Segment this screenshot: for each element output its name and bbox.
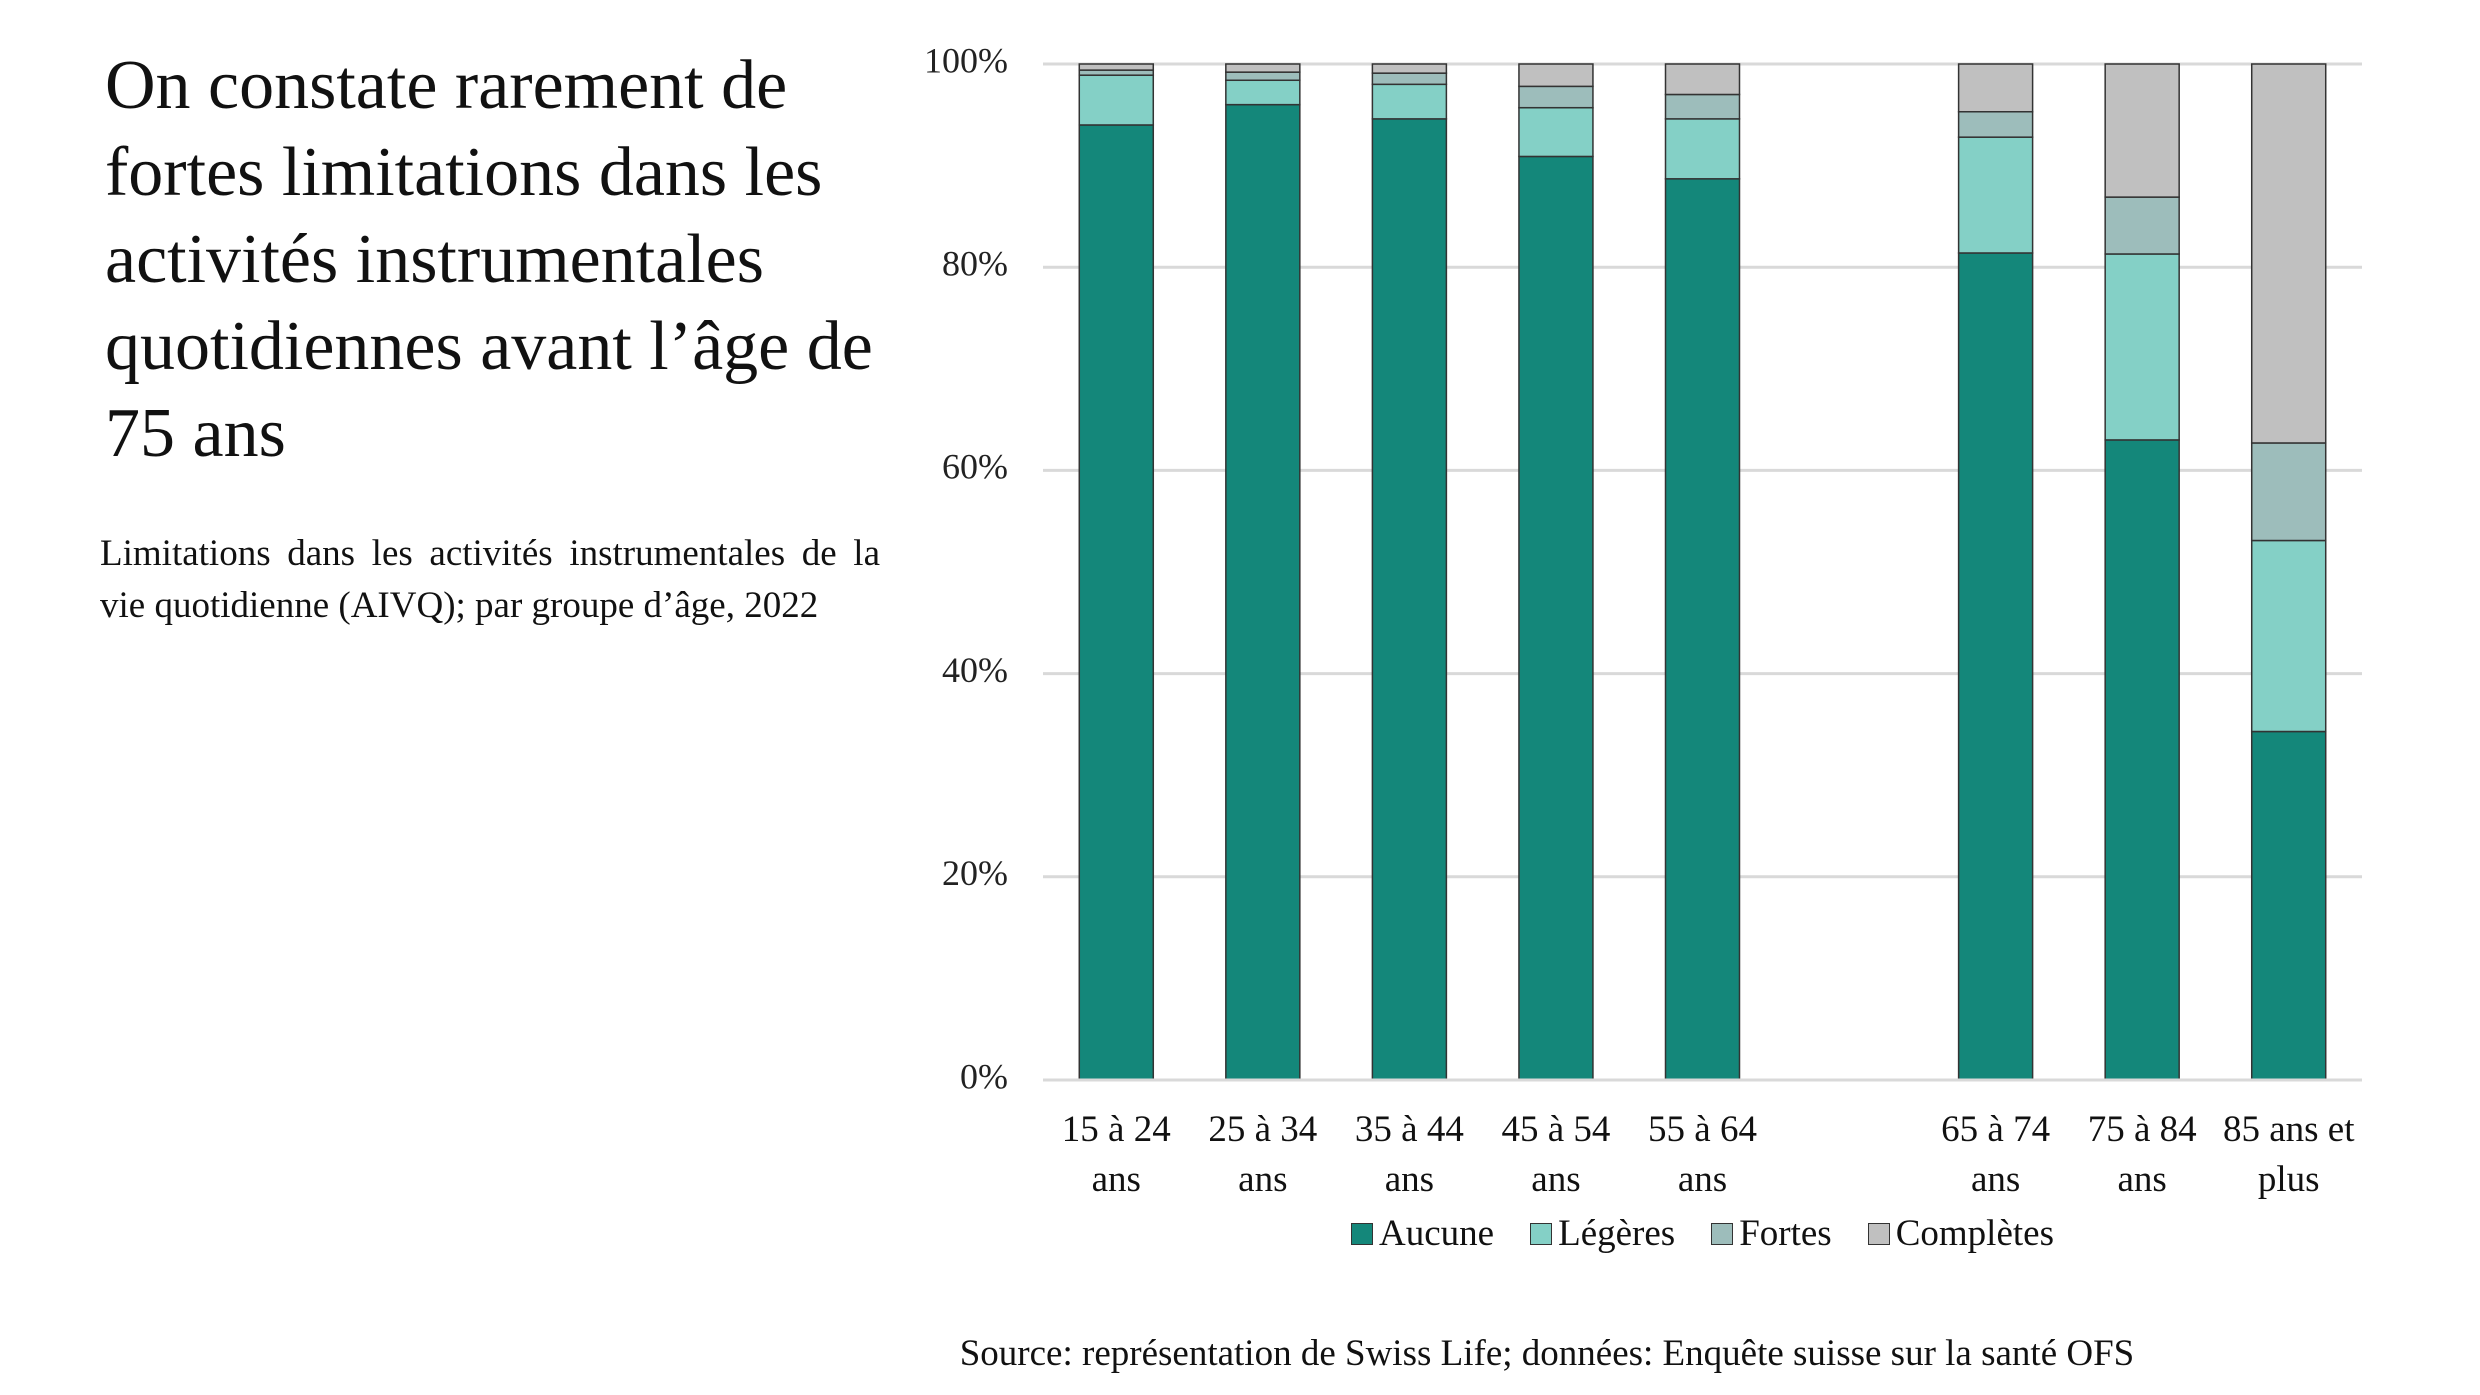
bar-segment [1225, 79, 1301, 106]
x-tick-label: 15 à 24 ans [1061, 1109, 1171, 1200]
bar-segment [2250, 539, 2327, 733]
legend-swatch [1530, 1222, 1553, 1245]
y-tick-label: 0% [960, 1056, 1008, 1096]
bar-segment [1078, 74, 1155, 126]
bar-segment [1225, 103, 1301, 1081]
bar-segment [1078, 124, 1155, 1081]
legend-item: Complètes [1867, 1212, 2054, 1255]
bar-segment [2250, 442, 2327, 542]
legend-label: Légères [1558, 1213, 1676, 1254]
bar-segment [1518, 63, 1594, 88]
bar-segment [1664, 93, 1741, 120]
x-tick-label: 55 à 64 ans [1648, 1109, 1757, 1200]
bar-segment [1371, 118, 1448, 1081]
bar-segment [2250, 730, 2327, 1081]
legend-label: Complètes [1895, 1213, 2054, 1254]
bar-segment [2104, 253, 2180, 441]
bar-segment [1371, 72, 1448, 86]
bar-segment [1664, 63, 1741, 96]
bar-segment [1518, 155, 1594, 1081]
legend-label: Aucune [1379, 1213, 1495, 1254]
bar-segment [2104, 63, 2180, 198]
bar-segment [1518, 106, 1594, 158]
bar-segment [1957, 252, 2034, 1081]
legend-item: Aucune [1351, 1212, 1494, 1255]
y-tick-label: 60% [942, 447, 1008, 487]
x-tick-label: 65 à 74 ans [1941, 1109, 2051, 1200]
bar-segment [1664, 118, 1741, 180]
legend-swatch [1711, 1222, 1734, 1245]
bar-segment [2104, 439, 2180, 1081]
bar-segment [1664, 178, 1741, 1081]
bar-segment [1225, 71, 1301, 82]
x-tick-label: 35 à 44 ans [1354, 1109, 1464, 1200]
y-tick-label: 80% [942, 243, 1008, 283]
x-tick-label: 45 à 54 ans [1501, 1109, 1611, 1200]
x-tick-label: 75 à 84 ans [2087, 1109, 2197, 1200]
bar-segment [1225, 63, 1301, 73]
y-tick-label: 40% [942, 650, 1008, 690]
y-tick-label: 20% [942, 853, 1008, 893]
bar-segment [1957, 63, 2034, 113]
x-tick-label: 85 ans et plus [2222, 1109, 2355, 1200]
bar-segment [1957, 111, 2034, 138]
legend-label: Fortes [1739, 1213, 1832, 1254]
legend-item: Fortes [1711, 1212, 1832, 1255]
legend-item: Légères [1530, 1212, 1675, 1255]
source-note: Source: représentation de Swiss Life; do… [959, 1333, 2135, 1374]
bar-segment [1078, 69, 1155, 76]
chart-subtitle: Limitations dans les activités instrumen… [100, 533, 880, 626]
bar-segment [1371, 83, 1448, 120]
legend-swatch [1351, 1222, 1374, 1245]
legend-swatch [1867, 1222, 1890, 1245]
bar-segment [1518, 85, 1594, 109]
bar-segment [1371, 63, 1448, 74]
bar-segment [2104, 196, 2180, 255]
x-tick-label: 25 à 34 ans [1208, 1109, 1318, 1200]
bar-segment [1078, 63, 1155, 71]
y-tick-label: 100% [924, 40, 1008, 80]
chart-title: On constate rarement de fortes limitatio… [105, 47, 873, 472]
bar-segment [1957, 136, 2034, 254]
bar-segment [2250, 63, 2327, 444]
legend: Aucune Légères Fortes Complètes [1043, 1212, 2362, 1255]
